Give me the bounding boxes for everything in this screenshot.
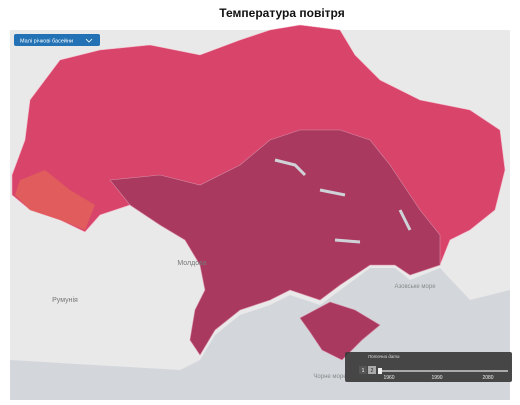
label-romania: Румунія — [52, 296, 78, 304]
title: Температура повітря — [219, 6, 344, 20]
timeline — [345, 352, 512, 382]
dropdown-arrow — [85, 38, 93, 43]
layer-select[interactable] — [14, 34, 100, 46]
timeline-label: Поточна дата — [368, 354, 400, 359]
timeline-button-text: 1 — [362, 368, 365, 374]
timeline-year: 1960 — [383, 375, 394, 381]
crimea — [299, 301, 381, 361]
timeline-year: 1990 — [431, 375, 442, 381]
ukraine-region-warm — [15, 170, 95, 230]
timeline-button[interactable] — [368, 366, 376, 374]
ukraine-region-dark — [109, 129, 441, 356]
reservoirs — [274, 158, 412, 244]
timeline-button-text: 2 — [371, 368, 374, 374]
timeline-handle[interactable] — [378, 368, 382, 374]
layer-select-text: Малі річкові басейни — [20, 38, 73, 45]
label-black-sea: Чорне море — [313, 374, 347, 380]
label-moldova: Молдова — [177, 260, 206, 267]
timeline-button[interactable] — [359, 366, 367, 374]
label-azov-sea: Азовське море — [394, 284, 436, 290]
timeline-year: 2080 — [482, 375, 493, 381]
